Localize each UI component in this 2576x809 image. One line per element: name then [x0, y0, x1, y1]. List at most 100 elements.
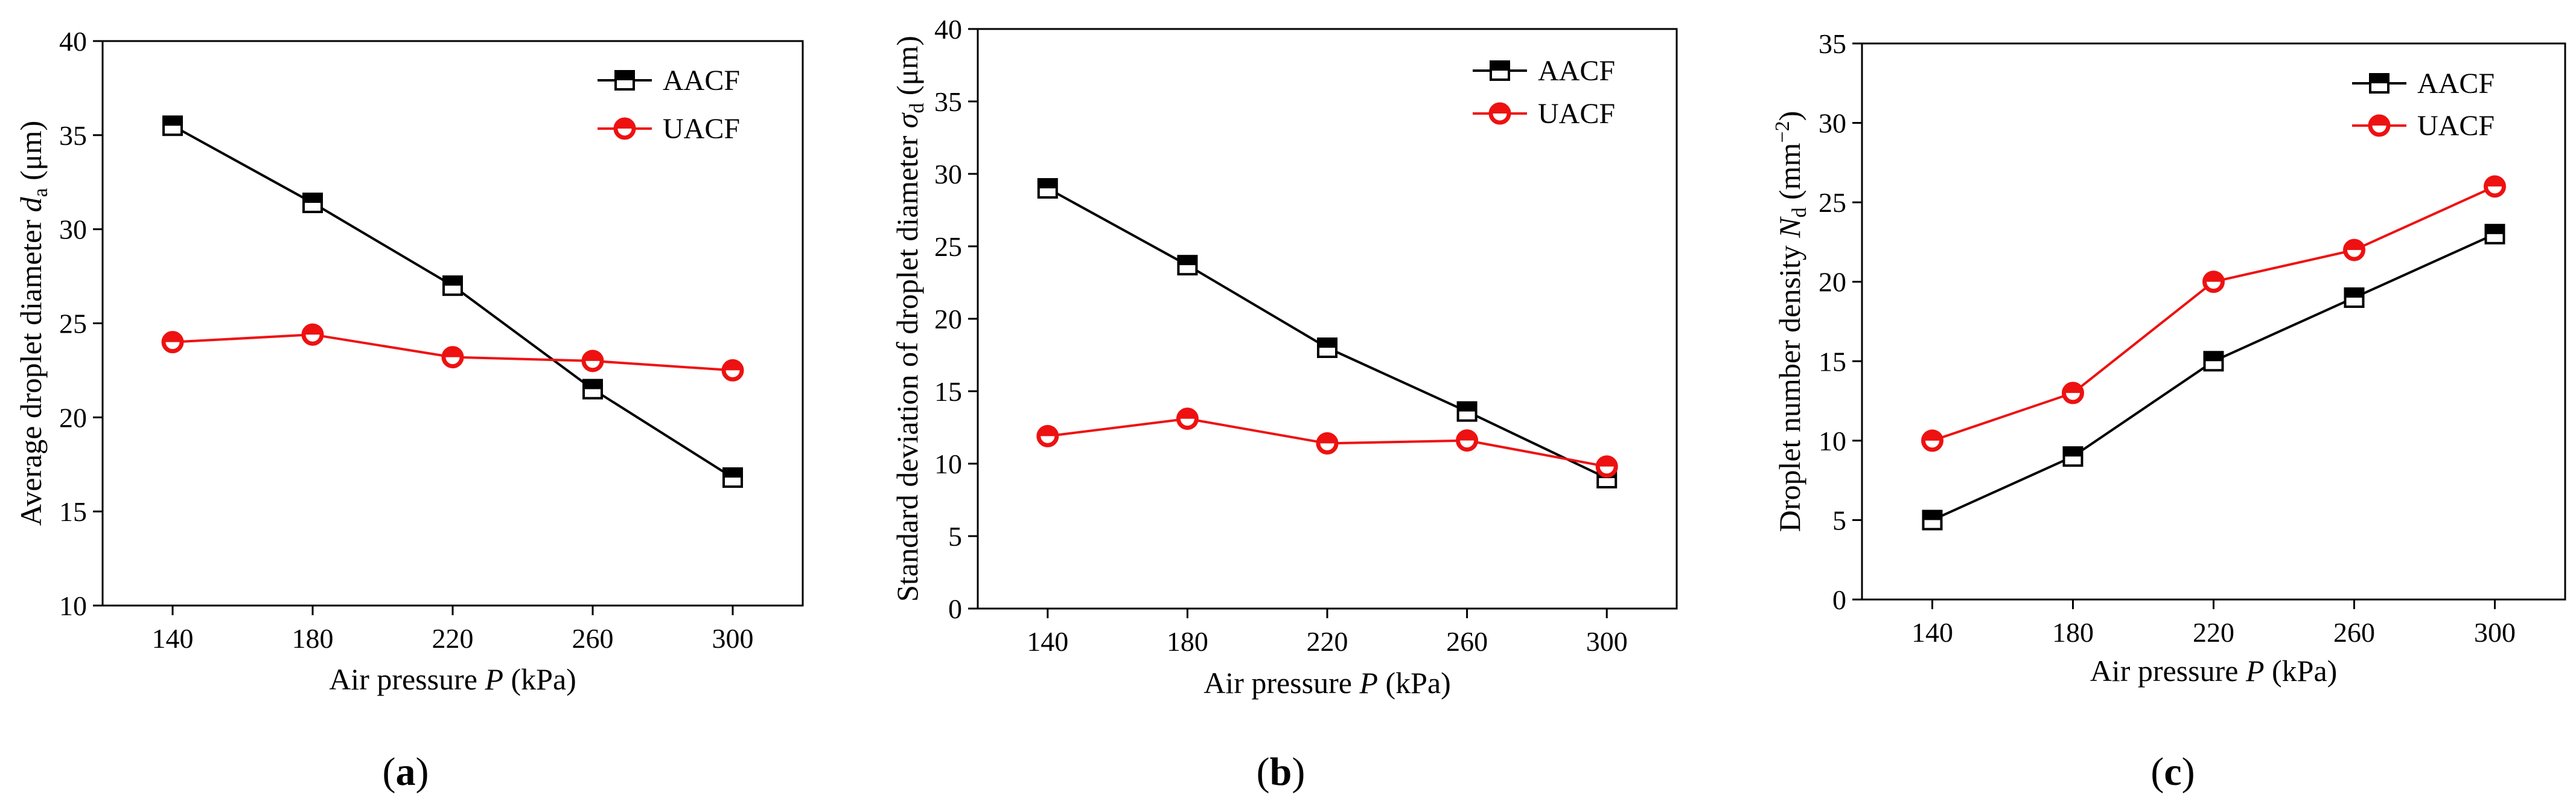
series-line	[172, 124, 734, 479]
y-tick-label: 35	[934, 86, 962, 117]
data-point	[1316, 432, 1339, 455]
label-part: )	[1773, 111, 1806, 121]
data-point	[1317, 337, 1337, 358]
marker-circle-fill	[1038, 427, 1057, 436]
data-point	[721, 359, 744, 382]
y-tick-label: 20	[1819, 267, 1846, 298]
y-tick-label: 10	[1819, 426, 1846, 456]
label-part: (kPa)	[1378, 666, 1451, 700]
y-tick-label: 25	[59, 309, 87, 339]
marker-circle-fill	[2370, 117, 2388, 126]
marker-circle-fill	[1923, 431, 1942, 441]
y-tick-label: 0	[1832, 584, 1846, 615]
y-axis-label: Standard deviation of droplet diameter σ…	[890, 36, 928, 602]
x-axis-label: Air pressure P (kPa)	[2090, 654, 2338, 688]
data-point	[162, 115, 183, 136]
series-aacf	[1922, 223, 2505, 531]
label-part: (kPa)	[503, 662, 576, 696]
legend-item-uacf: UACF	[1473, 98, 1615, 130]
legend-label: UACF	[663, 113, 740, 145]
legend: AACF UACF	[1473, 55, 1615, 130]
marker-circle-fill	[2204, 272, 2223, 282]
series-aacf	[1037, 178, 1618, 488]
chart-panel-a: 140 180 220 260 300 10 15 20 25 30 35 40 Air pressur…	[14, 26, 804, 794]
y-tick-label: 0	[948, 593, 962, 624]
marker-square-fill	[1318, 339, 1336, 348]
marker-circle-fill	[1318, 434, 1336, 444]
legend-label: AACF	[663, 65, 740, 97]
legend-item-uacf: UACF	[2352, 110, 2495, 142]
marker-circle-fill	[724, 361, 742, 371]
chart-panel-c: 140 180 220 260 300 0 5 10 15 20 25 30 35 Air pressur…	[1771, 28, 2566, 794]
data-point	[2062, 382, 2084, 405]
label-part: (μm)	[14, 121, 48, 188]
marker-square-fill	[164, 117, 182, 126]
x-tick-label: 140	[152, 623, 194, 654]
x-axis-label: Air pressure P (kPa)	[329, 662, 576, 696]
marker-square-fill	[1923, 511, 1942, 520]
label-part: Air pressure	[329, 662, 485, 696]
x-tick-label: 220	[1307, 626, 1348, 657]
marker-circle-fill	[1458, 431, 1476, 441]
label-part: σ	[890, 112, 924, 128]
x-tick-label: 180	[1167, 626, 1208, 657]
marker-square-fill	[2370, 74, 2388, 83]
label-part: )	[1292, 750, 1305, 794]
x-tick-label: 220	[2193, 617, 2234, 648]
series-uacf	[161, 323, 744, 382]
x-axis-label: Air pressure P (kPa)	[1204, 666, 1451, 700]
marker-square-fill	[584, 380, 602, 389]
label-part: (	[1257, 750, 1270, 794]
data-point	[582, 379, 603, 400]
label-part: −2	[1771, 121, 1794, 142]
chart-panel-b: 140 180 220 260 300 0 5 10 15 20 25 30 35 40 Air press…	[890, 14, 1678, 794]
label-part: a	[30, 188, 52, 197]
data-point	[2343, 238, 2365, 261]
y-tick-label: 30	[59, 214, 87, 245]
x-tick-label: 140	[1911, 617, 1953, 648]
data-point	[442, 275, 463, 296]
label-part: d	[906, 103, 928, 114]
label-part: (	[383, 750, 396, 794]
label-part: N	[1773, 216, 1806, 238]
marker-circle-fill	[444, 348, 462, 357]
marker-square-fill	[1491, 62, 1509, 71]
series-uacf	[1036, 408, 1618, 478]
marker-square-fill	[724, 468, 742, 478]
label-part: )	[2182, 750, 2195, 794]
data-point	[1176, 408, 1199, 430]
data-point	[302, 193, 323, 214]
data-point	[2484, 175, 2506, 198]
data-point	[1456, 401, 1478, 422]
label-part: Droplet number density	[1773, 238, 1806, 532]
marker-square-fill	[2345, 289, 2364, 298]
marker-circle-fill	[616, 120, 634, 129]
marker-circle-fill	[2064, 383, 2082, 393]
legend-label: AACF	[1538, 55, 1615, 87]
data-point	[1456, 429, 1479, 452]
label-part: Air pressure	[1204, 666, 1359, 700]
legend-label: UACF	[1538, 98, 1615, 130]
label-part: P	[2245, 654, 2265, 688]
data-point	[161, 331, 184, 354]
marker-square-fill	[304, 194, 322, 203]
y-tick-label: 15	[59, 496, 87, 527]
panel-label: (a)	[383, 750, 429, 794]
data-point	[2203, 351, 2224, 372]
y-tick-label: 10	[59, 590, 87, 621]
label-part: (μm)	[890, 36, 924, 103]
marker-circle-fill	[584, 351, 602, 361]
x-tick-label: 300	[712, 623, 754, 654]
series-uacf	[1921, 175, 2506, 452]
y-tick-label: 15	[1819, 346, 1846, 377]
x-tick-label: 180	[292, 623, 334, 654]
y-tick-label: 5	[948, 521, 962, 552]
label-part: Standard deviation of droplet diameter	[890, 128, 924, 601]
marker-circle-fill	[1178, 409, 1197, 419]
legend-item-uacf: UACF	[598, 113, 740, 145]
data-point	[441, 346, 464, 369]
y-tick-label: 30	[934, 159, 962, 190]
x-tick-label: 260	[2333, 617, 2375, 648]
x-tick-label: 260	[572, 623, 614, 654]
label-part: (	[2150, 750, 2164, 794]
